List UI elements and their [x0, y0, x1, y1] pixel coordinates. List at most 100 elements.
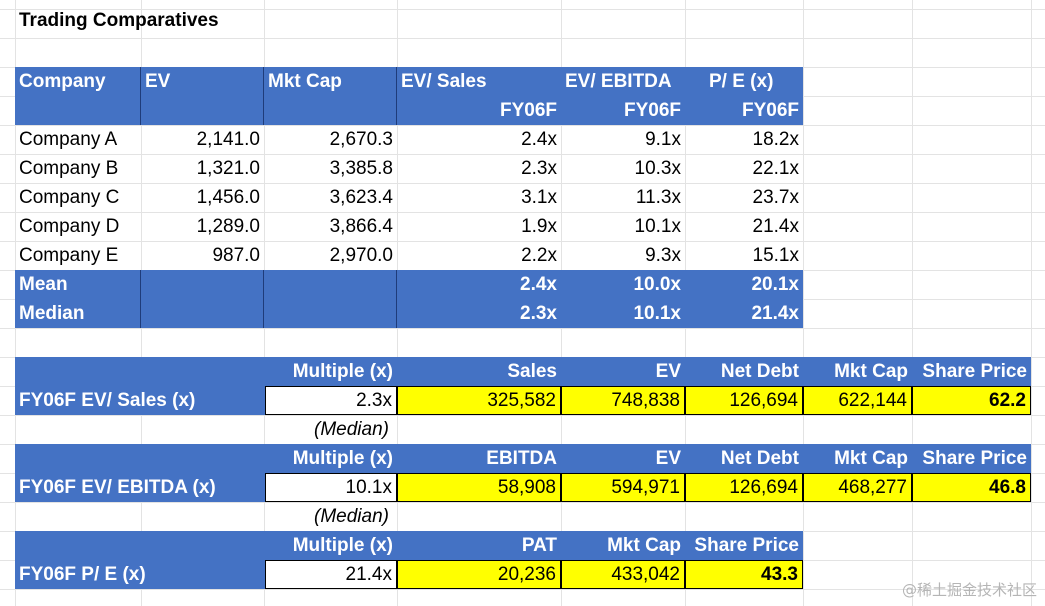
company-ev[interactable]: 1,321.0 [196, 157, 260, 179]
ev-sales-header-multiple[interactable]: Multiple (x) [265, 357, 397, 386]
ev-ebitda-multiple[interactable]: 10.1x [265, 473, 397, 502]
ev-sales-header-net-debt[interactable]: Net Debt [685, 357, 803, 386]
ev-ebitda-header-net-debt[interactable]: Net Debt [685, 444, 803, 473]
company-mkt-cap[interactable]: 3,866.4 [329, 215, 393, 237]
subheader-ev-ebitda[interactable]: FY06F [561, 96, 685, 125]
sheet-title[interactable]: Trading Comparatives [19, 10, 219, 31]
watermark: @稀土掘金技术社区 [901, 581, 1037, 599]
ev-ebitda-header-blank[interactable] [15, 444, 265, 473]
header-company[interactable]: Company [15, 67, 141, 96]
company-ev[interactable]: 1,456.0 [196, 186, 260, 208]
pe-multiple[interactable]: 21.4x [265, 560, 397, 589]
company-name[interactable]: Company C [19, 186, 120, 208]
company-name[interactable]: Company B [19, 157, 119, 179]
company-pe[interactable]: 15.1x [752, 244, 799, 266]
header-pe[interactable]: P/ E (x) [685, 67, 803, 96]
company-name[interactable]: Company D [19, 215, 120, 237]
company-name[interactable]: Company A [19, 128, 118, 150]
pe-mkt-cap[interactable]: 433,042 [561, 560, 685, 589]
ev-sales-sales[interactable]: 325,582 [397, 386, 561, 415]
subheader-blank[interactable] [264, 96, 397, 125]
ev-sales-mkt-cap[interactable]: 622,144 [803, 386, 912, 415]
subheader-ev-sales[interactable]: FY06F [397, 96, 561, 125]
ev-ebitda-mkt-cap[interactable]: 468,277 [803, 473, 912, 502]
company-ev[interactable]: 2,141.0 [196, 128, 260, 150]
mean-mkt-cap[interactable] [264, 270, 397, 299]
ev-sales-header-blank[interactable] [15, 357, 265, 386]
pe-header-share-price[interactable]: Share Price [685, 531, 803, 560]
ev-sales-label[interactable]: FY06F EV/ Sales (x) [15, 386, 265, 415]
company-ev-ebitda[interactable]: 9.3x [645, 244, 681, 266]
header-ev-ebitda[interactable]: EV/ EBITDA [561, 67, 685, 96]
ev-ebitda-header-mkt-cap[interactable]: Mkt Cap [803, 444, 912, 473]
company-mkt-cap[interactable]: 3,623.4 [329, 186, 393, 208]
ev-sales-multiple[interactable]: 2.3x [265, 386, 397, 415]
ev-ebitda-header-ebitda[interactable]: EBITDA [397, 444, 561, 473]
median-ev-sales[interactable]: 2.3x [397, 299, 561, 328]
company-ev-sales[interactable]: 1.9x [521, 215, 557, 237]
mean-ev-sales[interactable]: 2.4x [397, 270, 561, 299]
mean-ev[interactable] [141, 270, 264, 299]
mean-label[interactable]: Mean [15, 270, 141, 299]
ev-ebitda-ebitda[interactable]: 58,908 [397, 473, 561, 502]
ev-ebitda-net-debt[interactable]: 126,694 [685, 473, 803, 502]
pe-header-blank[interactable] [15, 531, 265, 560]
table-row: Company C 1,456.0 3,623.4 3.1x 11.3x 23.7x [0, 183, 1045, 212]
ev-ebitda-ev[interactable]: 594,971 [561, 473, 685, 502]
ev-sales-share-price[interactable]: 62.2 [912, 386, 1031, 415]
pe-label[interactable]: FY06F P/ E (x) [15, 560, 265, 589]
median-mkt-cap[interactable] [264, 299, 397, 328]
pe-header-mkt-cap[interactable]: Mkt Cap [561, 531, 685, 560]
pe-header-multiple[interactable]: Multiple (x) [265, 531, 397, 560]
company-ev-sales[interactable]: 2.3x [521, 157, 557, 179]
company-mkt-cap[interactable]: 3,385.8 [329, 157, 393, 179]
pe-pat[interactable]: 20,236 [397, 560, 561, 589]
mean-ev-ebitda[interactable]: 10.0x [561, 270, 685, 299]
gridline [0, 38, 1045, 39]
company-pe[interactable]: 23.7x [752, 186, 799, 208]
ev-ebitda-label[interactable]: FY06F EV/ EBITDA (x) [15, 473, 265, 502]
header-ev[interactable]: EV [141, 67, 264, 96]
ev-ebitda-header-multiple[interactable]: Multiple (x) [265, 444, 397, 473]
company-pe[interactable]: 21.4x [752, 215, 799, 237]
median-row: Median 2.3x 10.1x 21.4x [0, 299, 1045, 328]
company-pe[interactable]: 18.2x [752, 128, 799, 150]
company-ev-ebitda[interactable]: 10.1x [634, 215, 681, 237]
ev-ebitda-header-row: Multiple (x) EBITDA EV Net Debt Mkt Cap … [0, 444, 1045, 473]
median-label[interactable]: Median [15, 299, 141, 328]
ev-sales-ev[interactable]: 748,838 [561, 386, 685, 415]
header-mkt-cap[interactable]: Mkt Cap [264, 67, 397, 96]
subheader-blank[interactable] [141, 96, 264, 125]
ev-sales-header-mkt-cap[interactable]: Mkt Cap [803, 357, 912, 386]
company-ev-sales[interactable]: 3.1x [521, 186, 557, 208]
gridline [803, 0, 804, 606]
ev-sales-header-sales[interactable]: Sales [397, 357, 561, 386]
company-ev[interactable]: 987.0 [212, 244, 260, 266]
gridline [0, 9, 1045, 10]
mean-pe[interactable]: 20.1x [685, 270, 803, 299]
ev-sales-header-share-price[interactable]: Share Price [912, 357, 1031, 386]
ev-sales-net-debt[interactable]: 126,694 [685, 386, 803, 415]
median-ev-ebitda[interactable]: 10.1x [561, 299, 685, 328]
pe-header-pat[interactable]: PAT [397, 531, 561, 560]
company-name[interactable]: Company E [19, 244, 119, 266]
company-mkt-cap[interactable]: 2,970.0 [329, 244, 393, 266]
ev-sales-header-ev[interactable]: EV [561, 357, 685, 386]
median-ev[interactable] [141, 299, 264, 328]
ev-ebitda-header-ev[interactable]: EV [561, 444, 685, 473]
header-ev-sales[interactable]: EV/ Sales [397, 67, 561, 96]
company-ev[interactable]: 1,289.0 [196, 215, 260, 237]
median-pe[interactable]: 21.4x [685, 299, 803, 328]
company-ev-sales[interactable]: 2.2x [521, 244, 557, 266]
company-mkt-cap[interactable]: 2,670.3 [329, 128, 393, 150]
subheader-blank[interactable] [15, 96, 141, 125]
ev-ebitda-header-share-price[interactable]: Share Price [912, 444, 1031, 473]
company-ev-ebitda[interactable]: 11.3x [635, 186, 681, 208]
pe-share-price[interactable]: 43.3 [685, 560, 803, 589]
company-ev-ebitda[interactable]: 9.1x [645, 128, 681, 150]
company-ev-ebitda[interactable]: 10.3x [634, 157, 681, 179]
company-pe[interactable]: 22.1x [752, 157, 799, 179]
ev-ebitda-share-price[interactable]: 46.8 [912, 473, 1031, 502]
subheader-pe[interactable]: FY06F [685, 96, 803, 125]
company-ev-sales[interactable]: 2.4x [521, 128, 557, 150]
